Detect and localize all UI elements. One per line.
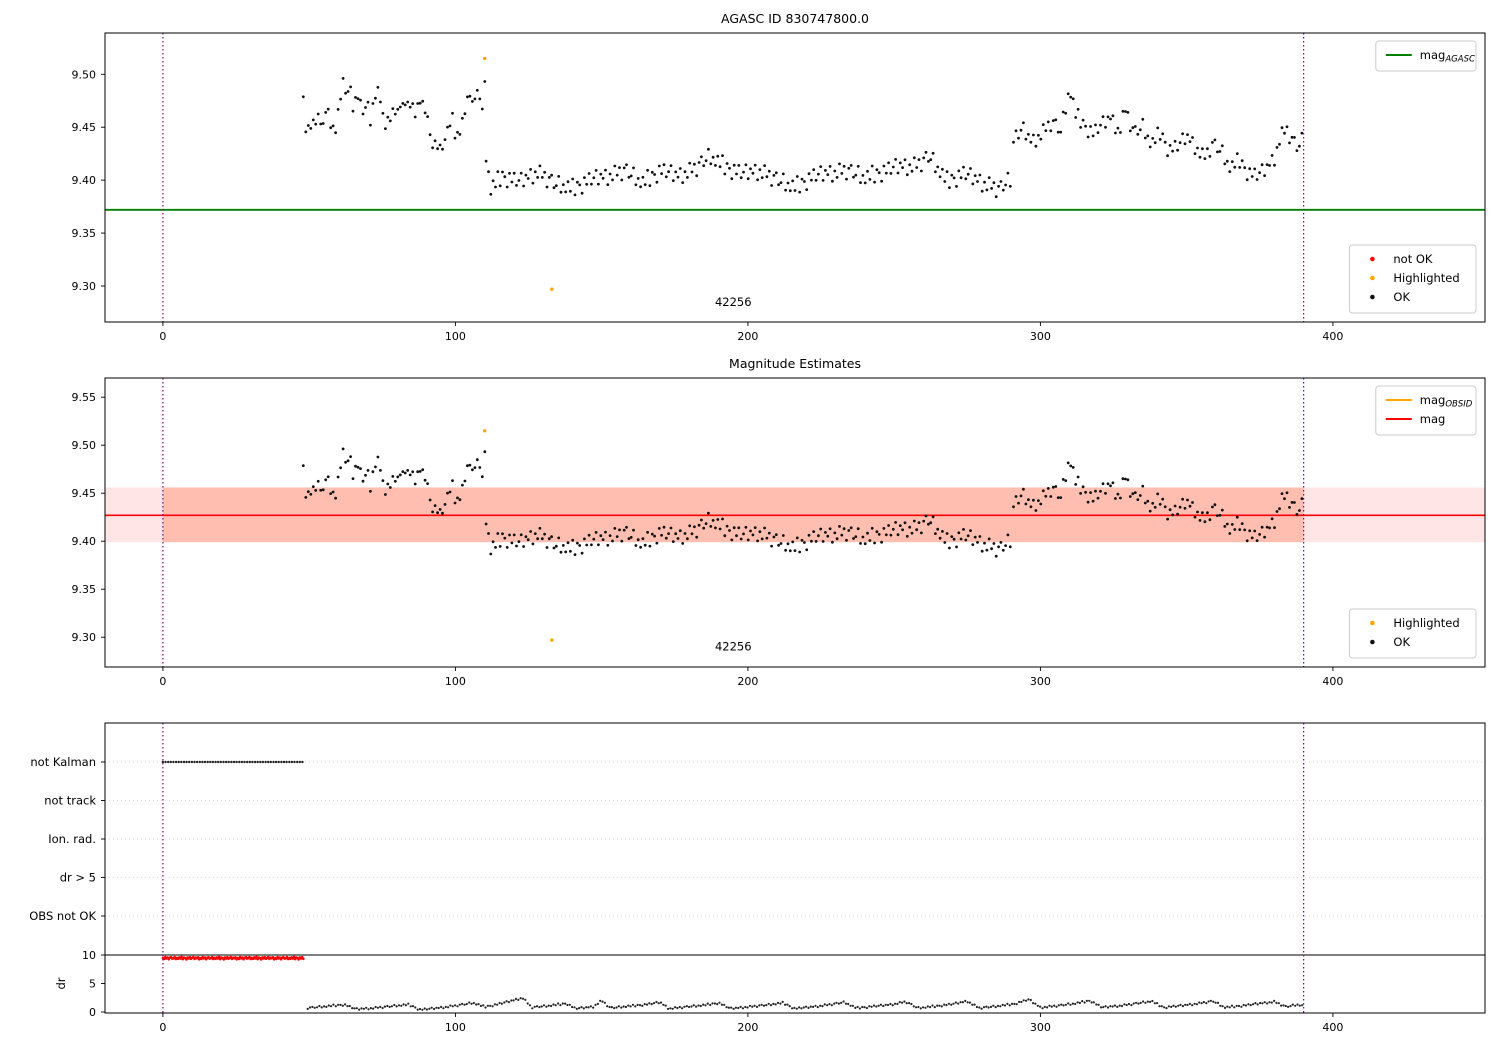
svg-text:9.30: 9.30 <box>72 280 97 293</box>
legend-box <box>1375 385 1477 436</box>
legend: Highlighted OK <box>1348 608 1477 659</box>
legend-label: Highlighted <box>1393 271 1459 285</box>
legend: magOBSID mag <box>1375 385 1477 436</box>
legend-label: Highlighted <box>1393 616 1459 630</box>
x-axis-ticks: 0 100 200 300 400 <box>159 322 1343 343</box>
svg-text:9.50: 9.50 <box>72 68 97 81</box>
flag-row-labels: not Kalman not track Ion. rad. dr > 5 OBS no… <box>29 755 105 1019</box>
svg-text:0: 0 <box>89 1006 96 1019</box>
legend-dot-sample <box>1370 294 1375 300</box>
legend: not OK Highlighted OK <box>1348 244 1477 314</box>
plot-agasc-mags: 42256 0 100 200 300 400 9.30 9.35 9.40 9.45 9.50 AG… <box>72 11 1486 343</box>
legend-label: OK <box>1393 635 1410 649</box>
svg-text:OBS not OK: OBS not OK <box>29 909 96 923</box>
dr-axis-label: dr <box>54 977 68 989</box>
svg-text:300: 300 <box>1030 330 1051 343</box>
svg-text:9.35: 9.35 <box>72 227 97 240</box>
y-axis-ticks: 9.30 9.35 9.40 9.45 9.50 9.55 <box>72 391 105 644</box>
axes-frame <box>104 32 1486 323</box>
svg-text:0: 0 <box>159 675 166 688</box>
svg-text:Ion. rad.: Ion. rad. <box>48 832 96 846</box>
legend-dot-sample <box>1370 275 1375 281</box>
ok-points <box>301 77 1304 199</box>
legend-label: OK <box>1393 290 1410 304</box>
svg-text:5: 5 <box>89 978 96 991</box>
highlighted-points <box>483 56 554 291</box>
svg-text:9.50: 9.50 <box>72 439 97 452</box>
svg-text:100: 100 <box>445 675 466 688</box>
highlighted-points <box>483 429 554 642</box>
legend-box <box>1375 40 1477 72</box>
svg-text:9.55: 9.55 <box>72 391 97 404</box>
row-gridlines <box>105 761 1485 917</box>
legend-label: not OK <box>1393 252 1433 266</box>
svg-text:100: 100 <box>445 330 466 343</box>
svg-text:100: 100 <box>445 1021 466 1034</box>
legend-box <box>1348 244 1477 314</box>
obsid-annotation: 42256 <box>715 295 752 309</box>
svg-text:dr > 5: dr > 5 <box>60 871 96 885</box>
svg-text:0: 0 <box>159 1021 166 1034</box>
legend-dot-sample <box>1370 620 1375 626</box>
obsid-annotation: 42256 <box>715 640 752 654</box>
axes-frame <box>104 722 1486 1014</box>
legend-label: magAGASC <box>1420 48 1475 65</box>
legend-dot-sample <box>1370 639 1375 645</box>
svg-text:300: 300 <box>1030 1021 1051 1034</box>
svg-text:300: 300 <box>1030 675 1051 688</box>
svg-text:9.40: 9.40 <box>72 174 97 187</box>
ok-points <box>301 447 1304 558</box>
svg-text:9.30: 9.30 <box>72 631 97 644</box>
svg-text:9.45: 9.45 <box>72 121 97 134</box>
legend-label: mag <box>1420 412 1446 426</box>
svg-text:400: 400 <box>1322 675 1343 688</box>
svg-text:9.35: 9.35 <box>72 583 97 596</box>
legend-label: magOBSID <box>1420 393 1473 410</box>
y-axis-ticks: 9.30 9.35 9.40 9.45 9.50 <box>72 68 105 293</box>
svg-text:not track: not track <box>44 794 96 808</box>
svg-text:9.45: 9.45 <box>72 487 97 500</box>
svg-text:200: 200 <box>737 330 758 343</box>
legend: magAGASC <box>1375 40 1477 72</box>
flag-points-not-kalman <box>161 760 304 764</box>
svg-text:not Kalman: not Kalman <box>30 755 96 769</box>
dr-points-not-ok <box>161 955 305 961</box>
dr-points-ok <box>306 997 1304 1011</box>
plot-title: AGASC ID 830747800.0 <box>721 11 869 26</box>
legend-box <box>1348 608 1477 659</box>
svg-text:0: 0 <box>159 330 166 343</box>
plot-flags-dr: not Kalman not track Ion. rad. dr > 5 OBS no… <box>29 722 1486 1034</box>
svg-text:200: 200 <box>737 1021 758 1034</box>
x-axis-ticks: 0 100 200 300 400 <box>159 667 1343 688</box>
legend-dot-sample <box>1370 256 1375 262</box>
plot-title: Magnitude Estimates <box>729 356 861 371</box>
svg-text:9.40: 9.40 <box>72 535 97 548</box>
x-axis-ticks: 0 100 200 300 400 <box>159 1013 1343 1034</box>
svg-text:200: 200 <box>737 675 758 688</box>
svg-text:400: 400 <box>1322 330 1343 343</box>
svg-text:400: 400 <box>1322 1021 1343 1034</box>
svg-text:10: 10 <box>82 949 96 962</box>
axes-frame <box>104 377 1486 668</box>
